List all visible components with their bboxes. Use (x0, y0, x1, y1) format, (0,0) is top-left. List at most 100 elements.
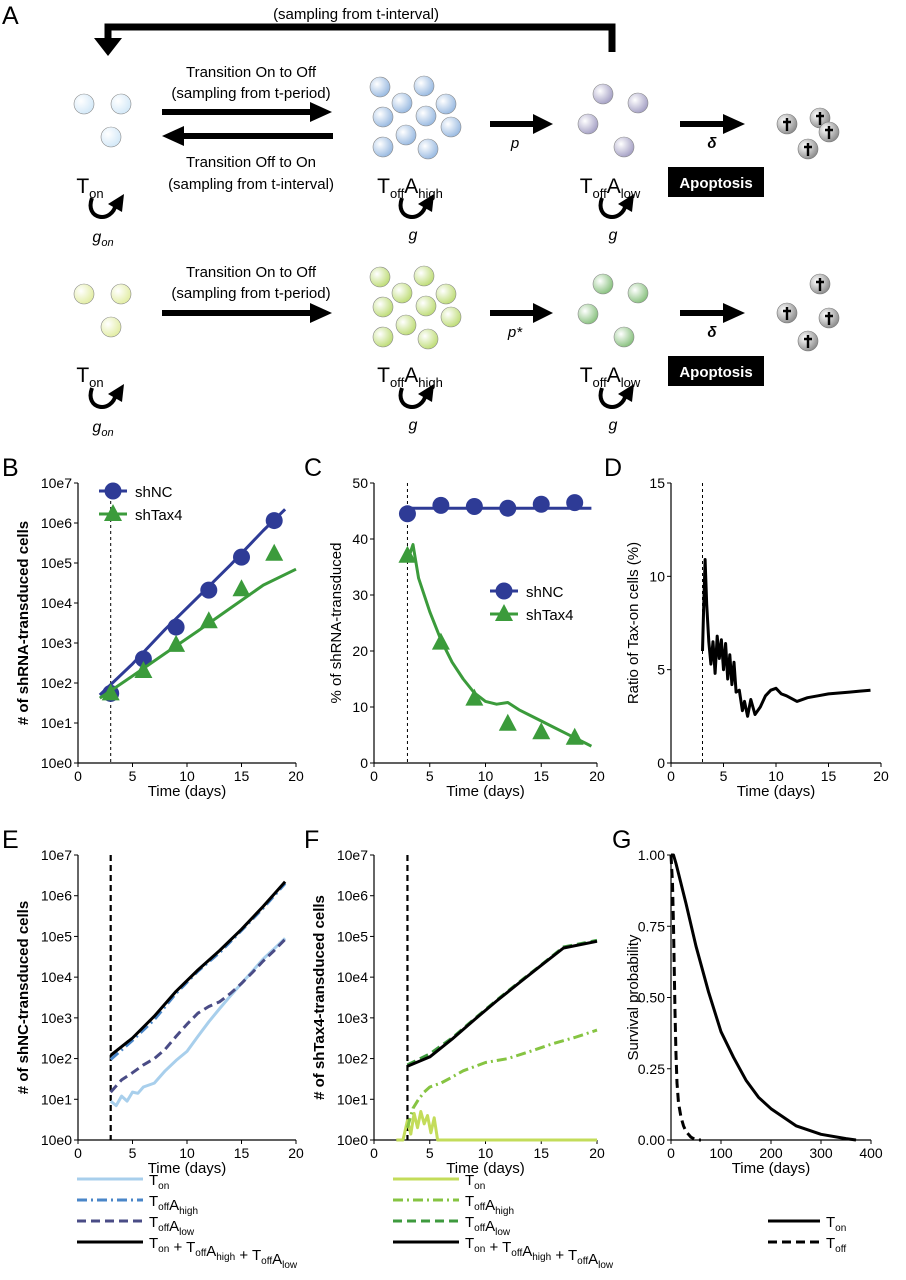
legend-text: + T (551, 1247, 577, 1264)
chart-f-series-line-Ton (396, 1110, 597, 1142)
chart-c-data-point (532, 495, 550, 513)
growth-arrowhead (108, 194, 124, 212)
chart-c-data-point (431, 632, 450, 650)
legend-text: T (465, 1214, 474, 1231)
chart-g-x-tick-label: 100 (709, 1145, 733, 1161)
chart-c-x-tick-label: 15 (533, 768, 549, 784)
panel-label-d: D (604, 454, 622, 482)
row1-delta-label: δ (707, 135, 717, 152)
chart-e-y-tick-label: 10e6 (41, 888, 72, 904)
chart-g: 0 100 200 300 400 0.00 0.25 0.50 0.75 1.00 Time (d… (625, 847, 883, 1255)
chart-c-legend-marker (495, 582, 513, 600)
chart-g-y-tick-label: 0.00 (638, 1132, 665, 1148)
row2-ton-cell (100, 316, 122, 338)
legend-text: + T (485, 1239, 511, 1256)
growth-loop-arrow (598, 387, 628, 409)
row1-toffahigh-cell (372, 106, 394, 128)
chart-e-y-tick-label: 10e5 (41, 928, 72, 944)
chart-f-y-tick-label: 10e0 (337, 1132, 368, 1148)
growth-arrowhead (418, 384, 434, 402)
feedback-arrow (104, 23, 616, 52)
chart-e-series-line-ToffAlow (109, 938, 287, 1094)
chart-f-y-tick-label: 10e1 (337, 1091, 368, 1107)
row2-toffalow-cell (577, 303, 599, 325)
row1-toffahigh-cell (440, 116, 462, 138)
chart-c-data-point (566, 494, 584, 512)
legend-subscript: low (282, 1260, 298, 1271)
charts-layer: 0 5 10 15 20 10e0 10e1 10e2 10e3 10e4 10e5 10e6 10e7… (15, 475, 889, 1271)
chart-e-x-tick-label: 0 (74, 1145, 82, 1161)
cross-icon (825, 126, 833, 139)
row2-toffahigh-cell (395, 314, 417, 336)
chart-f-series-line-ToffAlow (406, 938, 598, 1067)
chart-d: 0 5 10 15 20 0 5 10 15 Time (days) Ratio of Tax-on… (625, 475, 889, 800)
chart-f-y-tick-label: 10e5 (337, 928, 368, 944)
chart-b-fit-line-shNC (98, 508, 287, 697)
chart-f-y-tick-label: 10e3 (337, 1010, 368, 1026)
chart-f-legend-label-ToffAhigh: ToffAhigh (465, 1193, 514, 1217)
chart-c-legend-label: shTax4 (526, 607, 574, 624)
chart-b-x-tick-label: 0 (74, 768, 82, 784)
legend-text: T (149, 1172, 158, 1189)
chart-b-x-tick-label: 20 (288, 768, 304, 784)
legend-subscript: on (158, 1244, 169, 1255)
chart-c-x-tick-label: 20 (589, 768, 605, 784)
chart-b-y-tick-label: 10e0 (41, 755, 72, 771)
chart-b-x-tick-label: 5 (129, 768, 137, 784)
row1-off-to-on-line1: Transition Off to On (186, 154, 316, 171)
cell-illustrations (73, 75, 840, 352)
chart-e-y-tick-label: 10e4 (41, 969, 72, 985)
chart-g-series-line-Toff (669, 854, 701, 1142)
chart-c-data-point (432, 496, 450, 514)
growth-loop-arrow (398, 387, 428, 409)
growth-loop-arrow (88, 387, 118, 409)
chart-c-data-point (398, 545, 417, 563)
legend-subscript: on (158, 1181, 169, 1192)
chart-b-y-axis-label: # of shRNA-transduced cells (15, 521, 32, 725)
chart-e-series-line-Total (109, 880, 287, 1057)
chart-c-y-tick-label: 0 (360, 755, 368, 771)
row1-toffalow-cell (627, 92, 649, 114)
chart-e-x-tick-label: 15 (234, 1145, 250, 1161)
row2-toffahigh-cell (417, 328, 439, 350)
legend-subscript: off (577, 1256, 588, 1267)
chart-c-y-tick-label: 10 (352, 699, 368, 715)
chart-c-y-axis-label: % of shRNA-transduced (328, 543, 345, 704)
row1-ton-cell (110, 93, 132, 115)
panel-label-g: G (612, 826, 631, 854)
chart-b-data-point (167, 618, 185, 636)
panel-a-schematic: A (sampling from t-interval) Transition … (2, 2, 840, 439)
chart-c-data-point (565, 727, 584, 745)
chart-g-y-tick-label: 1.00 (638, 847, 665, 863)
row2-delta-label: δ (707, 324, 717, 341)
row1-toffahigh-cell (435, 93, 457, 115)
row2-on-to-off-line1: Transition On to Off (186, 264, 317, 281)
chart-b-data-point (265, 512, 283, 530)
row1-off-to-on-line2: (sampling from t-interval) (168, 176, 334, 193)
row1-toffalow-cell (592, 83, 614, 105)
panel-label-f: F (304, 826, 319, 854)
chart-d-y-tick-label: 15 (649, 475, 665, 491)
chart-g-y-tick-label: 0.75 (638, 918, 665, 934)
row2-toffahigh-cell (440, 306, 462, 328)
panel-label-b: B (2, 454, 19, 482)
legend-subscript: high (532, 1252, 551, 1263)
chart-f-y-tick-label: 10e6 (337, 888, 368, 904)
chart-b-y-tick-label: 10e4 (41, 595, 72, 611)
row1-label-ton: Ton (76, 175, 103, 201)
legend-subscript: low (598, 1260, 614, 1271)
chart-g-x-axis-label: Time (days) (732, 1160, 811, 1177)
row2-ton-cell (73, 283, 95, 305)
chart-f-x-axis-label: Time (days) (446, 1160, 525, 1177)
chart-e-legend-label-Ton: Ton (149, 1172, 169, 1192)
chart-c-data-point (499, 499, 517, 517)
row2-toffahigh-cell (372, 296, 394, 318)
chart-c-legend-label: shNC (526, 584, 564, 601)
chart-b-data-point (101, 683, 120, 701)
row2-p-label: p* (507, 324, 523, 341)
row1-toffahigh-cell (391, 92, 413, 114)
legend-subscript: on (835, 1223, 846, 1234)
row1-p-label: p (510, 135, 519, 152)
chart-f: 0 5 10 15 20 10e0 10e1 10e2 10e3 10e4 10e5 10e6 10e7… (311, 847, 614, 1271)
chart-e-legend-label-Total: Ton + ToffAhigh + ToffAlow (149, 1235, 298, 1271)
